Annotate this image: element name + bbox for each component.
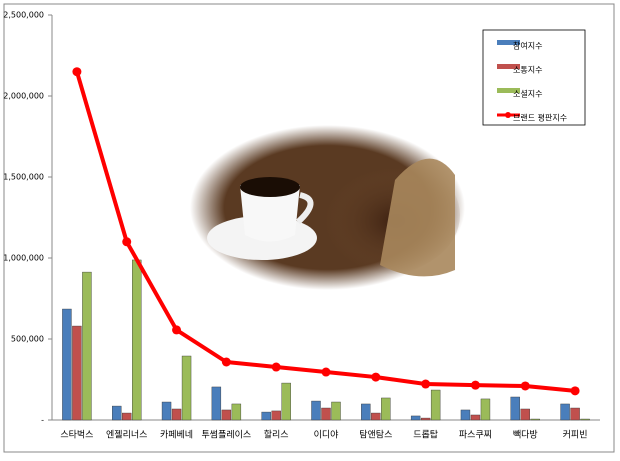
x-tick-label: 커피빈 — [563, 430, 588, 441]
bar — [381, 397, 391, 421]
y-tick-label: 1,000,000 — [3, 254, 44, 263]
bar — [161, 401, 172, 421]
bar — [510, 396, 520, 421]
line-marker — [371, 372, 381, 382]
legend-swatch — [497, 88, 520, 93]
bar — [211, 386, 222, 421]
y-tick-label: 2,000,000 — [3, 92, 44, 101]
bar — [122, 412, 132, 421]
legend-label: 참여지수 — [513, 41, 542, 51]
legend-label: 브랜드 평판지수 — [513, 113, 567, 123]
bar — [231, 403, 242, 421]
bar — [470, 414, 481, 421]
bar — [311, 400, 321, 421]
bar — [580, 418, 590, 421]
x-tick-label: 드롭탑 — [413, 429, 438, 441]
line-marker — [172, 325, 182, 335]
line-marker — [570, 386, 580, 396]
bar — [530, 418, 540, 421]
line-marker — [72, 67, 82, 77]
bar — [72, 325, 82, 421]
bar — [570, 407, 580, 421]
x-tick-label: 스타벅스 — [60, 430, 93, 441]
bar — [361, 403, 371, 421]
bar — [331, 401, 341, 421]
x-tick-label: 엔젤리너스 — [106, 429, 147, 441]
bar — [460, 409, 471, 421]
line-marker — [421, 379, 431, 389]
bar — [520, 408, 530, 421]
x-tick-label: 카페베네 — [160, 430, 193, 441]
bar — [271, 410, 281, 421]
line-marker — [221, 357, 231, 367]
line-marker — [470, 380, 480, 390]
line-marker — [122, 237, 132, 247]
legend-swatch — [497, 40, 520, 45]
x-tick-label: 할리스 — [264, 430, 289, 441]
bar — [132, 259, 142, 421]
bar — [560, 403, 570, 421]
legend-swatch — [505, 112, 511, 118]
y-tick-label: 2,500,000 — [3, 11, 44, 20]
bar — [281, 382, 291, 421]
bar — [82, 271, 92, 421]
legend-label: 소통지수 — [513, 66, 542, 75]
bar — [420, 417, 431, 421]
line-marker — [271, 362, 281, 372]
legend-swatch — [497, 64, 520, 69]
bar — [112, 405, 122, 421]
line-marker — [520, 381, 530, 391]
bar — [261, 411, 271, 421]
x-tick-label: 이디야 — [314, 430, 339, 441]
y-tick-label: 1,500,000 — [3, 173, 44, 182]
y-tick-label: 500,000 — [11, 335, 44, 344]
legend-label: 소셜지수 — [513, 90, 542, 99]
bar — [410, 415, 421, 421]
coffee-photo — [190, 125, 465, 290]
bar — [480, 398, 491, 421]
line-marker — [321, 367, 331, 377]
bar — [221, 409, 232, 421]
legend — [482, 29, 586, 126]
bar — [430, 389, 441, 421]
bar — [171, 408, 182, 421]
x-tick-label: 빽다방 — [513, 430, 538, 441]
x-tick-label: 투썸플레이스 — [202, 430, 252, 441]
bar — [181, 355, 192, 421]
x-tick-label: 탐앤탐스 — [359, 429, 392, 441]
bar — [371, 412, 381, 421]
x-tick-label: 파스쿠찌 — [459, 430, 492, 441]
bar — [62, 308, 72, 421]
y-tick-label: - — [41, 416, 44, 425]
bar — [321, 407, 331, 421]
